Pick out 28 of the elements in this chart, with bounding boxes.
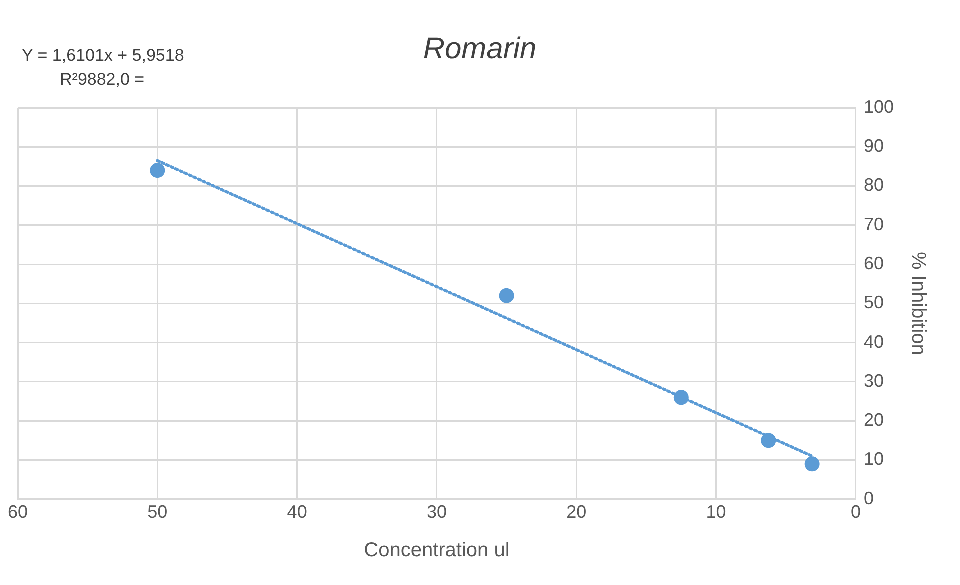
y-tick-label: 80	[864, 175, 884, 196]
x-tick-label: 60	[8, 502, 28, 522]
y-tick-label: 40	[864, 332, 884, 352]
text: Y = 1,6101x + 5,9518	[22, 46, 184, 66]
y-tick-label: 20	[864, 410, 884, 430]
y-tick-label: 0	[864, 488, 874, 508]
chart-title: Romarin	[423, 32, 537, 66]
y-tick-label: 30	[864, 370, 884, 391]
x-tick-label: 50	[148, 502, 168, 522]
x-tick-label: 0	[850, 502, 861, 522]
point	[674, 390, 689, 406]
point	[150, 163, 166, 178]
y-tick-label: 10	[864, 449, 884, 470]
y-tick-label: 90	[864, 136, 884, 156]
x-tick-label: 20	[566, 502, 587, 522]
point	[804, 456, 820, 472]
point	[761, 433, 776, 448]
x-tick-label: 30	[426, 502, 447, 522]
x-tick-label: 10	[706, 502, 726, 522]
y-tick-label: 50	[864, 292, 884, 313]
x-tick-label: 40	[287, 502, 308, 522]
text: R²9882,0 =	[60, 70, 145, 90]
point	[499, 288, 514, 304]
y-tick-label: 100	[864, 96, 894, 117]
x-axis-title: Concentration ul	[364, 540, 510, 562]
y-axis-title: % Inhibition	[907, 252, 930, 356]
y-tick-label: 60	[864, 254, 884, 274]
y-tick-label: 70	[864, 214, 884, 234]
